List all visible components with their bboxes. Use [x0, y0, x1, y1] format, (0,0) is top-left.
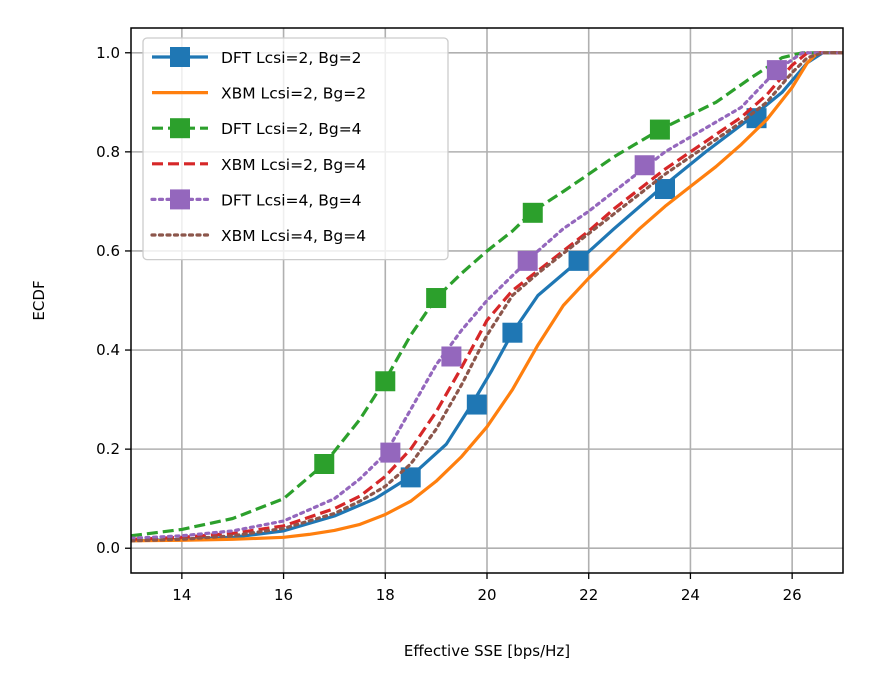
series-marker-5 — [517, 250, 538, 271]
series-marker-3 — [649, 119, 670, 140]
series-line-5 — [131, 51, 843, 540]
legend-label-3: DFT Lcsi=2, Bg=4 — [221, 120, 362, 138]
legend-label-5: DFT Lcsi=4, Bg=4 — [221, 191, 362, 209]
series-line-2 — [131, 51, 843, 543]
series-marker-1 — [400, 467, 421, 488]
y-tick-label: 0.8 — [96, 143, 120, 161]
series-line-6 — [131, 51, 843, 543]
x-tick-label: 26 — [783, 586, 802, 604]
series-marker-3 — [314, 454, 335, 474]
y-tick-label: 0.4 — [96, 341, 120, 359]
series-marker-5 — [634, 155, 655, 176]
series-marker-1 — [502, 322, 523, 343]
series-marker-5 — [441, 346, 462, 367]
series-marker-1 — [466, 394, 487, 415]
y-tick-label: 0.0 — [96, 539, 120, 557]
legend-box — [142, 37, 449, 261]
y-axis-label: ECDF — [30, 280, 48, 320]
x-tick-label: 18 — [376, 586, 395, 604]
legend-label-4: XBM Lcsi=2, Bg=4 — [221, 156, 366, 174]
y-tick-label: 0.2 — [96, 440, 120, 458]
series-line-3 — [131, 51, 843, 538]
legend-marker-3 — [170, 118, 190, 139]
legend-label-2: XBM Lcsi=2, Bg=2 — [221, 85, 366, 103]
series-marker-5 — [380, 442, 401, 463]
ticks: 14 16 18 20 22 24 26 0.0 0.2 0.4 0.6 0.8 1.0 — [96, 44, 802, 604]
x-tick-label: 22 — [579, 586, 598, 604]
series-layer — [131, 51, 843, 543]
series-marker-1 — [655, 179, 675, 200]
series-marker-3 — [426, 288, 447, 309]
x-tick-label: 20 — [477, 586, 496, 604]
x-tick-label: 16 — [274, 586, 293, 604]
legend-marker-1 — [170, 47, 190, 67]
legend-label-1: DFT Lcsi=2, Bg=2 — [221, 49, 362, 67]
series-marker-3 — [375, 371, 396, 392]
y-tick-label: 1.0 — [96, 44, 120, 62]
series-marker-5 — [766, 60, 787, 81]
series-line-4 — [131, 51, 843, 541]
x-tick-label: 24 — [681, 586, 700, 604]
legend: DFT Lcsi=2, Bg=2 XBM Lcsi=2, Bg=2 DFT Lcsi… — [142, 37, 449, 261]
series-group — [131, 51, 843, 543]
x-axis-label: Effective SSE [bps/Hz] — [404, 642, 570, 660]
legend-marker-5 — [170, 189, 190, 210]
series-marker-3 — [522, 202, 543, 223]
y-tick-label: 0.6 — [96, 242, 120, 260]
legend-label-6: XBM Lcsi=4, Bg=4 — [221, 227, 366, 245]
series-marker-1 — [568, 250, 589, 271]
x-tick-label: 14 — [172, 586, 191, 604]
